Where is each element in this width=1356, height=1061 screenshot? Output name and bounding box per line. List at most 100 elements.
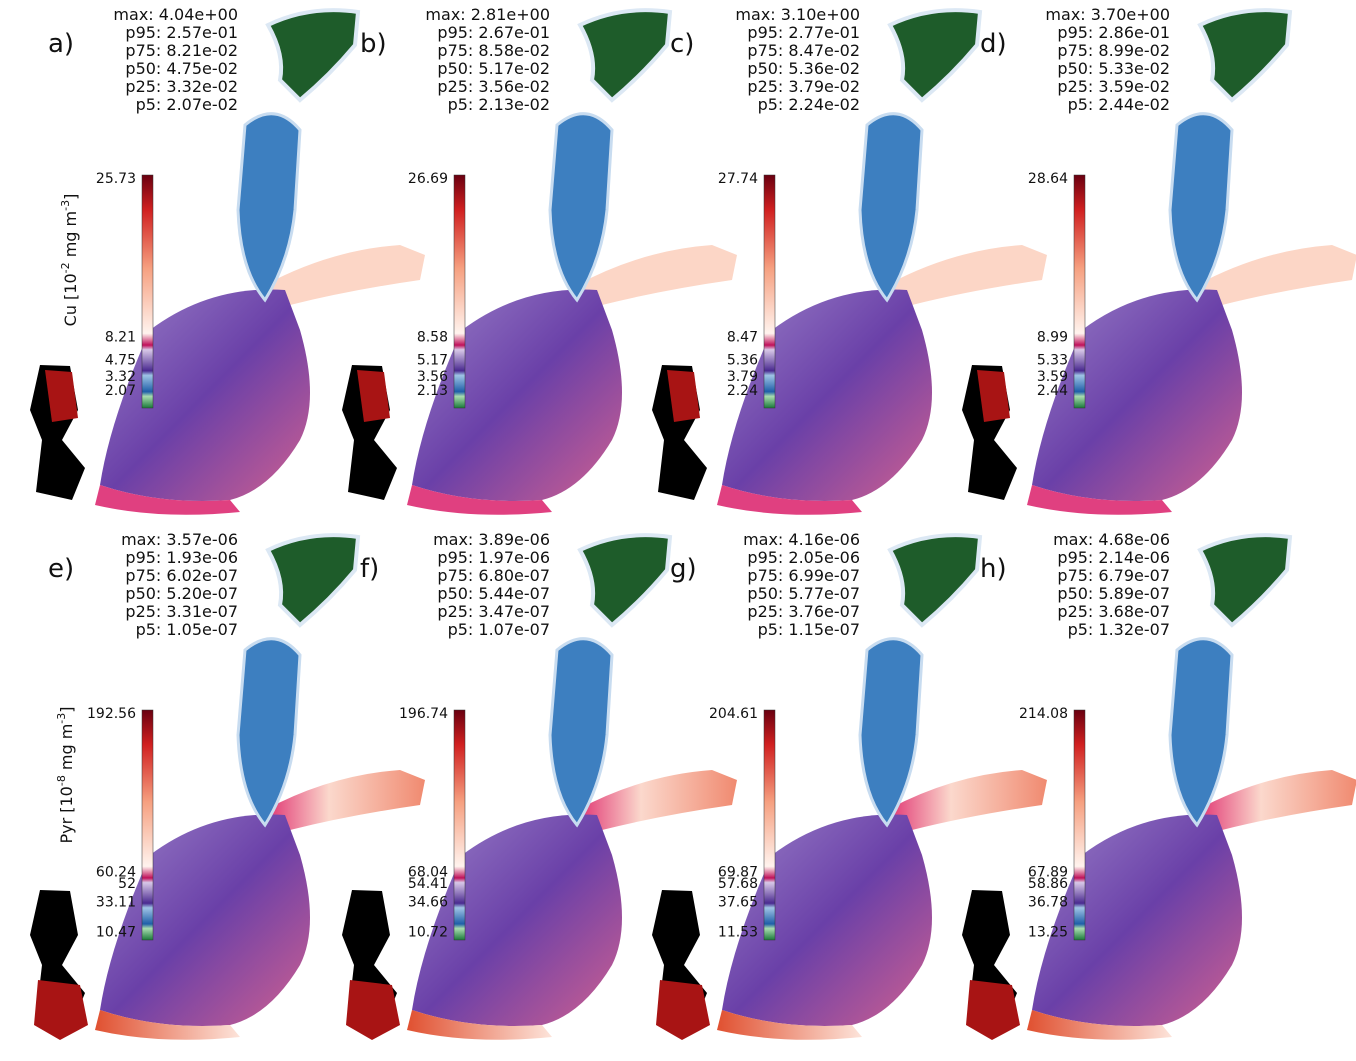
stat-line: p75: 6.02e-07 (125, 566, 238, 585)
colorbar-label: 52 (118, 876, 136, 892)
colorbar-label: 2.24 (727, 383, 758, 399)
bothnian-sea (858, 637, 924, 828)
coastal-strip (717, 485, 862, 515)
stat-line: p75: 6.99e-07 (747, 566, 860, 585)
stat-line: p5: 1.15e-07 (758, 620, 860, 639)
stat-line: p25: 3.32e-02 (125, 77, 238, 96)
colorbar-label: 4.75 (105, 353, 136, 369)
axis-label-part: mg m (57, 724, 76, 776)
stat-line: p25: 3.47e-07 (437, 602, 550, 621)
stat-line: p5: 1.05e-07 (136, 620, 238, 639)
colorbar-label: 196.74 (399, 706, 448, 722)
basin (100, 814, 310, 1026)
stat-line: p50: 5.17e-02 (437, 59, 550, 78)
coastal-strip (407, 485, 552, 515)
basin (722, 814, 932, 1026)
colorbar-label: 5.36 (727, 353, 758, 369)
stat-line: p95: 2.86e-01 (1057, 23, 1170, 42)
bothnian-sea (1168, 112, 1234, 303)
axis-label-part: Cu [10 (61, 273, 80, 326)
colorbar-label: 8.21 (105, 329, 136, 345)
colorbar-label: 36.78 (1028, 895, 1068, 911)
stat-line: p95: 2.77e-01 (747, 23, 860, 42)
stat-line: p50: 5.36e-02 (747, 59, 860, 78)
colorbar-label: 54.41 (408, 876, 448, 892)
stat-line: p5: 2.24e-02 (758, 95, 860, 114)
stat-line: p5: 1.32e-07 (1068, 620, 1170, 639)
stat-line: p25: 3.59e-02 (1057, 77, 1170, 96)
bothnian-bay (887, 533, 983, 628)
superscript: -2 (59, 262, 72, 273)
colorbar-label: 2.07 (105, 383, 136, 399)
stat-line: p75: 8.47e-02 (747, 41, 860, 60)
panel-label: b) (360, 29, 387, 59)
axis-label-part: Pyr [10 (57, 786, 76, 843)
stat-line: p5: 2.07e-02 (136, 95, 238, 114)
stat-line: p50: 5.44e-07 (437, 584, 550, 603)
colorbar-label: 34.66 (408, 895, 448, 911)
land-red (357, 370, 390, 422)
colorbar-label: 5.33 (1037, 353, 1068, 369)
stat-line: p5: 1.07e-07 (448, 620, 550, 639)
stat-line: p50: 5.89e-07 (1057, 584, 1170, 603)
coastal-strip (717, 1010, 862, 1040)
colorbar (763, 709, 776, 941)
stat-line: p75: 8.99e-02 (1057, 41, 1170, 60)
panel-label: e) (48, 554, 74, 584)
stat-line: max: 3.70e+00 (1045, 5, 1170, 24)
colorbar (1073, 174, 1086, 409)
land-red (346, 980, 400, 1040)
stat-line: p75: 8.58e-02 (437, 41, 550, 60)
coastal-strip (1027, 1010, 1172, 1040)
bothnian-bay (577, 8, 673, 103)
coastal-strip (407, 1010, 552, 1040)
bothnian-sea (236, 637, 302, 828)
stat-line: p75: 6.80e-07 (437, 566, 550, 585)
colorbar-label: 25.73 (96, 171, 136, 187)
land-red (977, 370, 1010, 422)
colorbar-label: 58.86 (1028, 876, 1068, 892)
bothnian-sea (236, 112, 302, 303)
stat-line: max: 4.04e+00 (113, 5, 238, 24)
colorbar-label: 67.89 (1028, 865, 1068, 881)
stat-line: p50: 5.20e-07 (125, 584, 238, 603)
gulf-of-finland (265, 770, 425, 830)
coastal-strip (95, 485, 240, 515)
stat-line: max: 3.89e-06 (433, 530, 550, 549)
stat-line: p25: 3.76e-07 (747, 602, 860, 621)
stat-line: p95: 1.97e-06 (437, 548, 550, 567)
colorbar-label: 3.79 (727, 369, 758, 385)
axis-label: Cu [10-2 mg m-3] (59, 194, 80, 327)
stat-line: p95: 2.57e-01 (125, 23, 238, 42)
stat-line: max: 4.68e-06 (1053, 530, 1170, 549)
axis-label-part: mg m (61, 211, 80, 263)
colorbar-label: 33.11 (96, 895, 136, 911)
land-red (966, 980, 1020, 1040)
gulf-of-finland (887, 770, 1047, 830)
colorbar-label: 69.87 (718, 865, 758, 881)
stat-line: max: 4.16e-06 (743, 530, 860, 549)
colorbar-label: 3.59 (1037, 369, 1068, 385)
basin (412, 814, 622, 1026)
colorbar (1073, 709, 1086, 941)
panel-label: d) (980, 29, 1007, 59)
colorbar-label: 204.61 (709, 706, 758, 722)
colorbar (141, 174, 154, 409)
gulf-of-finland (887, 245, 1047, 305)
superscript: -3 (55, 713, 68, 724)
superscript: -8 (55, 775, 68, 786)
land-red (667, 370, 700, 422)
stat-line: max: 3.10e+00 (735, 5, 860, 24)
colorbar-label: 60.24 (96, 865, 136, 881)
colorbar (763, 174, 776, 409)
gulf-of-finland (1197, 245, 1356, 305)
gulf-of-finland (265, 245, 425, 305)
colorbar-label: 11.53 (718, 925, 758, 941)
panel-label: g) (670, 554, 697, 584)
colorbar-label: 3.56 (417, 369, 448, 385)
stat-line: p25: 3.79e-02 (747, 77, 860, 96)
